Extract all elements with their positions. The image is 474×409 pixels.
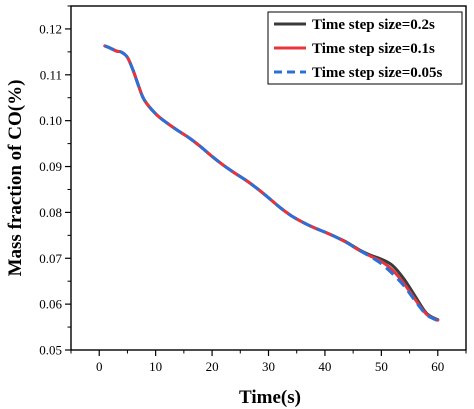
- series-lines: [103, 44, 440, 323]
- x-tick-label: 30: [262, 359, 275, 374]
- legend-label-1: Time step size=0.1s: [312, 41, 435, 57]
- x-tick-label: 10: [149, 359, 162, 374]
- x-tick-label: 0: [96, 359, 103, 374]
- plot-frame: [70, 5, 467, 351]
- y-tick-label: 0.10: [39, 113, 62, 128]
- x-axis-title: Time(s): [239, 387, 301, 408]
- y-tick-label: 0.05: [39, 343, 62, 358]
- legend-label-0: Time step size=0.2s: [312, 17, 435, 33]
- x-tick-label: 20: [206, 359, 219, 374]
- x-tick-label: 50: [375, 359, 388, 374]
- y-tick-labels: 0.05 0.06 0.07 0.08 0.09 0.10 0.11 0.12: [39, 21, 62, 357]
- y-tick-label: 0.12: [39, 21, 62, 36]
- x-tick-label: 40: [318, 359, 331, 374]
- y-tick-label: 0.09: [39, 159, 62, 174]
- y-tick-label: 0.08: [39, 205, 62, 220]
- y-tick-label: 0.06: [39, 297, 62, 312]
- series-line-0: [103, 44, 440, 322]
- legend: Time step size=0.2s Time step size=0.1s …: [267, 11, 463, 85]
- y-axis-title: Mass fraction of CO(%): [5, 80, 26, 277]
- y-tick-label: 0.11: [40, 67, 62, 82]
- series-line-2: [104, 44, 439, 323]
- x-tick-labels: 0 10 20 30 40 50 60: [96, 359, 444, 374]
- x-tick-label: 60: [431, 359, 444, 374]
- legend-label-2: Time step size=0.05s: [312, 65, 443, 81]
- series-line-1: [103, 44, 440, 322]
- y-tick-label: 0.07: [39, 251, 62, 266]
